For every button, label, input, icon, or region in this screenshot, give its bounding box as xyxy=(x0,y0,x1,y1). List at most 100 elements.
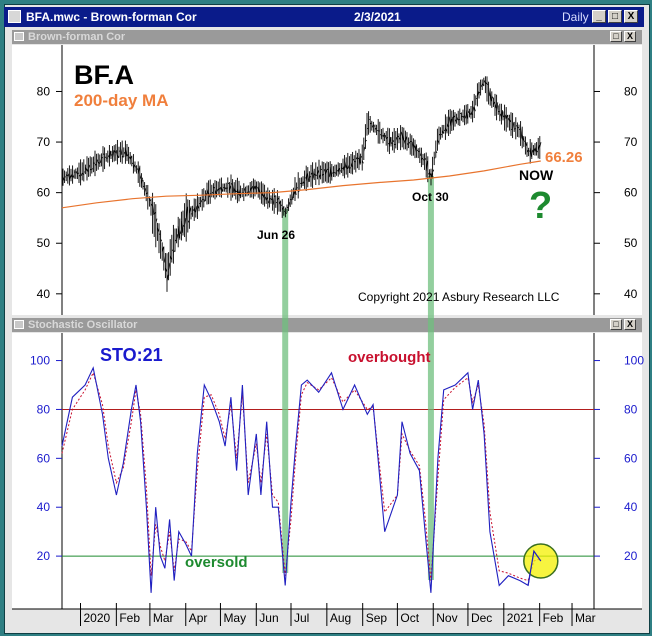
price-bar-close xyxy=(193,207,196,213)
price-tick-label-right: 70 xyxy=(624,135,638,149)
price-bar-close xyxy=(350,162,353,167)
price-bar-close xyxy=(398,136,401,140)
price-bar-close xyxy=(414,145,417,152)
price-bar-close xyxy=(384,134,387,139)
price-bar-close xyxy=(96,159,99,164)
close-button[interactable]: X xyxy=(624,10,638,23)
price-bar-close xyxy=(494,103,497,109)
osc-tick-label-left: 40 xyxy=(37,500,51,514)
minimize-button[interactable]: _ xyxy=(592,10,606,23)
price-bar-close xyxy=(509,118,511,123)
price-bar-close xyxy=(462,115,465,119)
price-bar-close xyxy=(469,112,471,115)
price-bar-close xyxy=(224,186,227,190)
price-pane-restore-button[interactable]: □ xyxy=(610,31,622,42)
price-bar-close xyxy=(272,197,275,205)
price-bar-close xyxy=(126,154,129,157)
price-bar-close xyxy=(326,168,329,171)
price-bar-close xyxy=(227,182,230,185)
price-bar-close xyxy=(309,176,311,178)
price-bar-close xyxy=(166,274,169,282)
price-bar-close xyxy=(456,116,459,121)
price-bar-close xyxy=(293,191,295,196)
price-bar-close xyxy=(302,180,305,184)
price-bar-close xyxy=(197,204,199,209)
price-bar-close xyxy=(115,149,118,156)
price-bar-close xyxy=(254,185,257,191)
price-bar-close xyxy=(62,176,65,181)
price-bar-close xyxy=(315,174,318,176)
osc-tick-label-left: 60 xyxy=(37,451,51,465)
price-bar-close xyxy=(94,163,97,166)
window-period: Daily xyxy=(562,10,589,24)
price-bar-close xyxy=(235,190,238,193)
ma-line xyxy=(61,160,541,209)
price-bar-close xyxy=(480,84,483,87)
price-tick-label-left: 70 xyxy=(37,135,51,149)
date-tick-label: Jul xyxy=(294,611,309,625)
price-bar-close xyxy=(312,169,315,179)
price-bar-close xyxy=(421,157,423,160)
price-bar-close xyxy=(323,168,326,172)
price-bar-close xyxy=(165,267,167,272)
price-bar-close xyxy=(97,161,100,164)
date-guide-band xyxy=(427,176,434,580)
price-bar-close xyxy=(461,116,463,118)
price-bar-close xyxy=(233,188,236,193)
price-bar-close xyxy=(333,171,335,174)
price-pane-close-button[interactable]: X xyxy=(624,31,636,42)
price-bar-close xyxy=(457,118,460,121)
ma-label: 200-day MA xyxy=(74,91,168,110)
price-bar-close xyxy=(472,106,475,112)
price-bar-close xyxy=(382,134,385,138)
price-bar-close xyxy=(485,81,487,85)
maximize-button[interactable]: □ xyxy=(608,10,622,23)
window-title: BFA.mwc - Brown-forman Cor xyxy=(26,10,197,24)
price-bar-close xyxy=(181,220,183,233)
price-bar-close xyxy=(459,112,462,115)
price-bar-close xyxy=(248,190,251,193)
osc-title: STO:21 xyxy=(100,345,163,365)
price-bar-close xyxy=(257,186,260,193)
price-bar-close xyxy=(477,91,479,97)
osc-tick-label-left: 20 xyxy=(37,549,51,563)
price-bar-close xyxy=(513,128,516,130)
date-tick-label: Oct xyxy=(400,611,419,625)
price-bar-close xyxy=(161,246,164,252)
price-bar-close xyxy=(163,256,166,263)
price-bar-close xyxy=(109,150,111,159)
osc-pane-close-button[interactable]: X xyxy=(624,319,636,330)
price-bar-close xyxy=(321,173,324,176)
overbought-label: overbought xyxy=(348,349,431,366)
date-tick-label: Nov xyxy=(436,611,457,625)
price-bar-close xyxy=(136,168,139,170)
price-bar-close xyxy=(110,154,113,156)
price-bar-close xyxy=(446,123,449,128)
price-bar-close xyxy=(142,185,145,188)
price-bar-close xyxy=(483,80,486,84)
osc-pane-restore-button[interactable]: □ xyxy=(610,319,622,330)
price-bar-close xyxy=(141,177,143,184)
window-titlebar[interactable]: BFA.mwc - Brown-forman Cor 2/3/2021 Dail… xyxy=(4,7,644,27)
price-bar-close xyxy=(169,255,172,260)
price-bar-close xyxy=(470,111,473,115)
price-bar-close xyxy=(121,155,124,158)
date-tick-label: Feb xyxy=(119,611,140,625)
osc-tick-label-right: 40 xyxy=(624,500,638,514)
price-bar-close xyxy=(329,166,332,177)
price-pane-header[interactable]: Brown-forman Cor □ X xyxy=(12,30,642,44)
price-bar-close xyxy=(155,218,158,223)
price-bar-close xyxy=(203,198,206,202)
price-bar-close xyxy=(392,139,395,142)
price-bar-close xyxy=(251,185,254,190)
price-bar-close xyxy=(78,174,81,177)
price-pane-title: Brown-forman Cor xyxy=(28,31,126,43)
price-tick-label-left: 60 xyxy=(37,186,51,200)
pane-icon xyxy=(14,320,24,329)
price-bar-close xyxy=(137,167,140,175)
osc-pane-header[interactable]: Stochastic Oscillator □ X xyxy=(12,318,642,332)
price-series xyxy=(61,160,541,209)
price-bar-close xyxy=(361,160,364,164)
price-bar-close xyxy=(149,199,151,201)
price-axis-ticks: 40 40 50 50 60 60 70 70 80 80 xyxy=(37,84,638,300)
